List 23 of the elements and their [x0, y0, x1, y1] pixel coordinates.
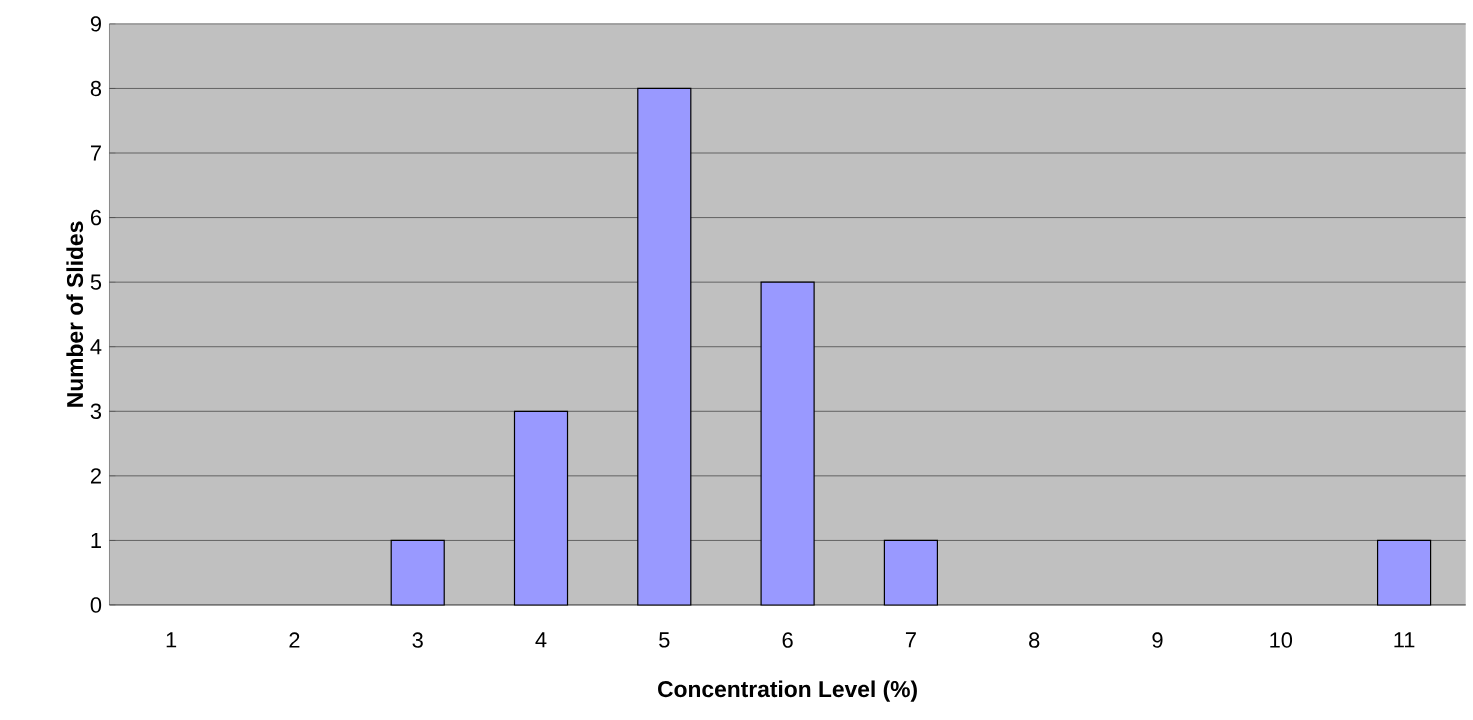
- x-tick-label: 4: [535, 632, 547, 648]
- y-tick-label: 9: [90, 15, 101, 32]
- x-tick-label: 11: [1394, 632, 1415, 648]
- y-tick-label: 8: [90, 80, 102, 96]
- y-tick-label: 2: [90, 468, 101, 484]
- x-tick-label: 6: [782, 632, 793, 648]
- y-tick-label: 5: [90, 274, 102, 290]
- x-tick-label: 9: [1152, 632, 1163, 648]
- y-tick-label: 1: [91, 532, 101, 548]
- x-tick-label: 5: [659, 632, 670, 648]
- x-tick-label: 3: [412, 632, 423, 648]
- x-axis-title: Concentration Level (%): [658, 680, 917, 702]
- y-tick-label: 7: [90, 145, 101, 161]
- y-tick-label: 4: [90, 339, 102, 355]
- y-tick-label: 6: [90, 209, 102, 226]
- y-axis-title: Number of Slides: [66, 221, 84, 407]
- x-tick-label: 10: [1270, 632, 1293, 648]
- x-tick-label: 2: [289, 632, 300, 648]
- x-tick-label: 7: [905, 632, 916, 648]
- x-tick-label: 8: [1029, 632, 1040, 648]
- y-tick-label: 0: [90, 597, 102, 613]
- y-tick-label: 3: [90, 403, 102, 419]
- x-tick-label: 1: [166, 632, 177, 648]
